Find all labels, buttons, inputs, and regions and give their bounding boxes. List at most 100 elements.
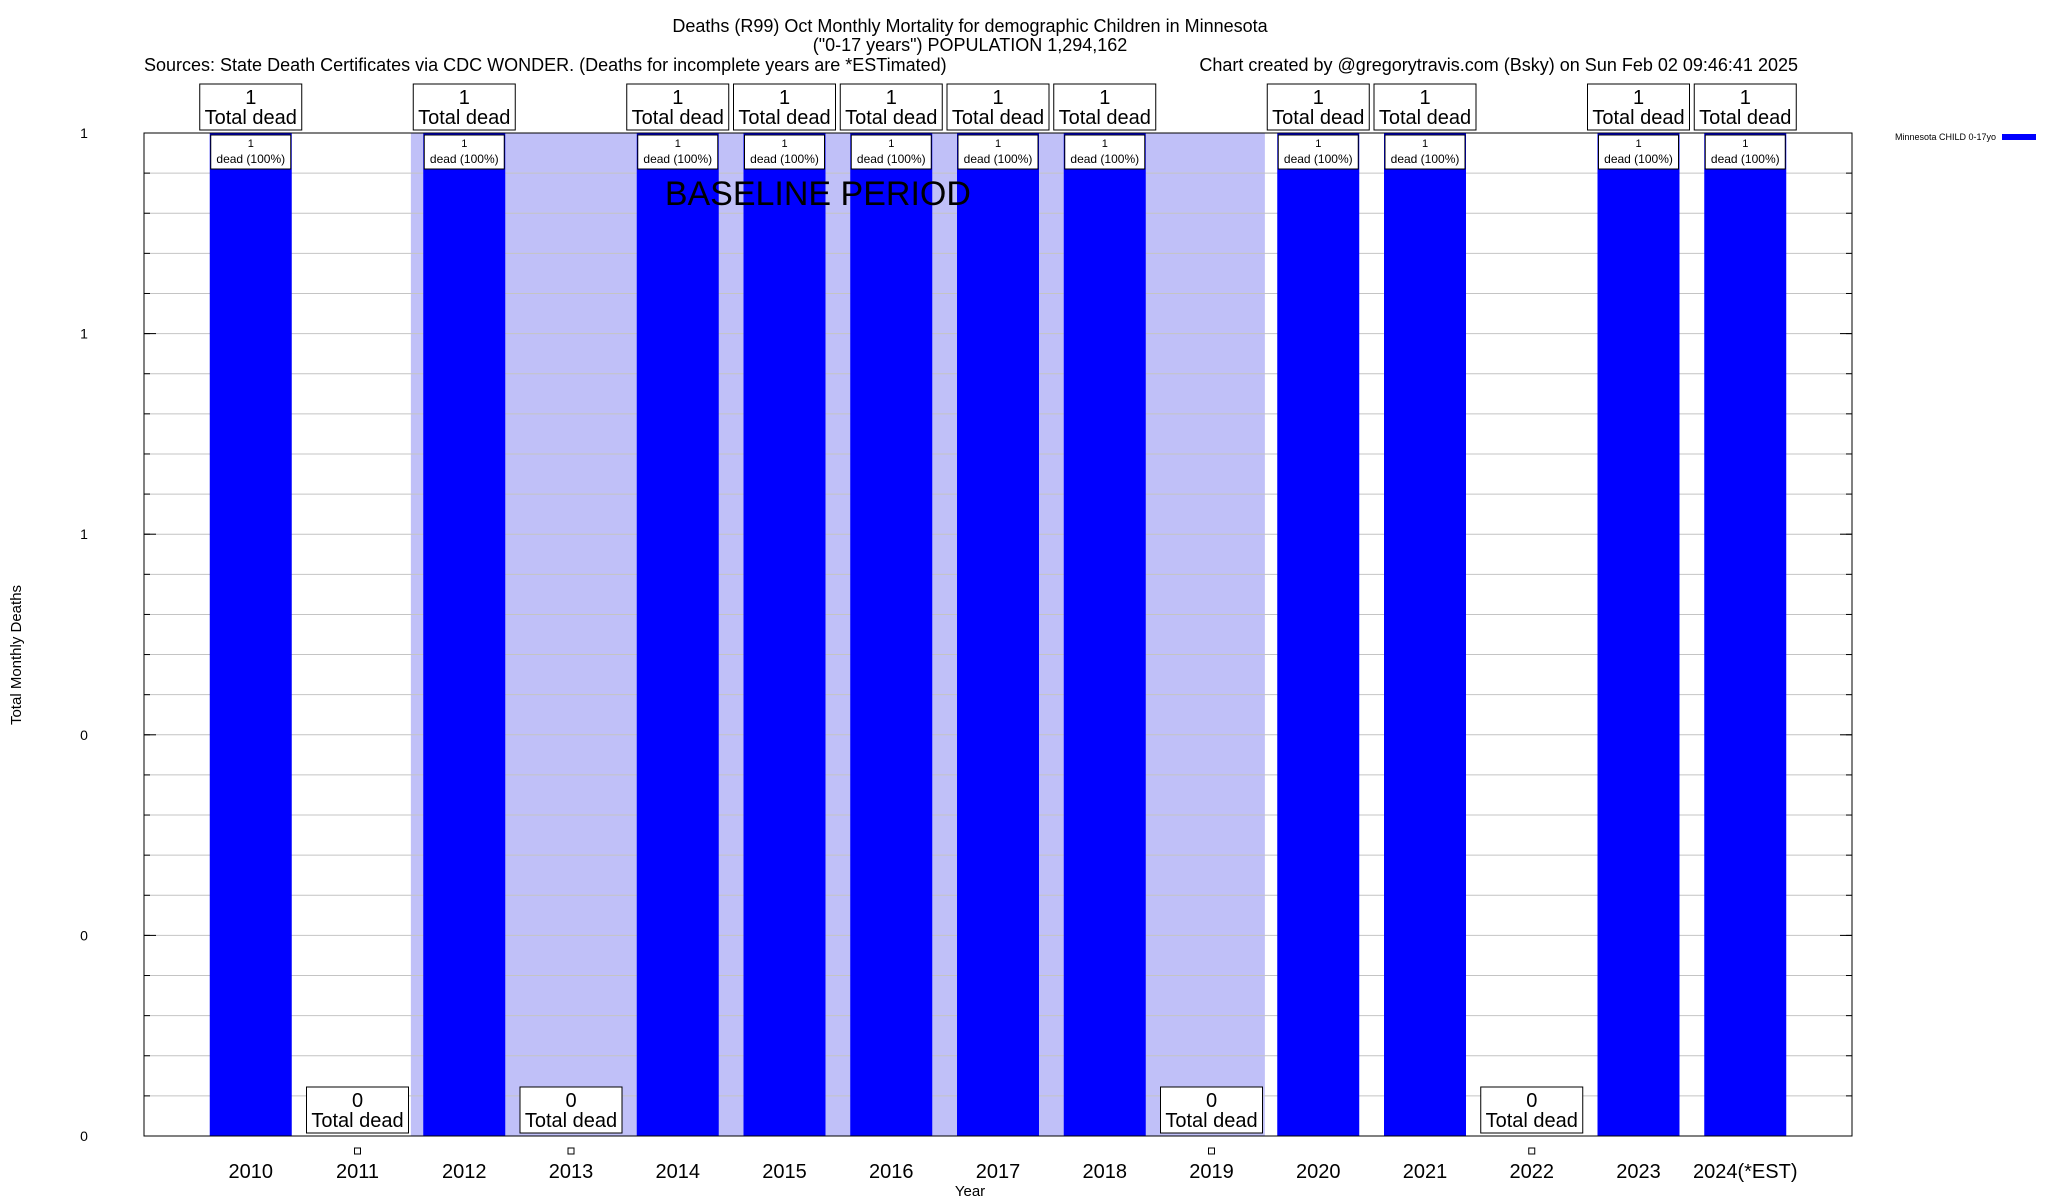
bar-value-box xyxy=(1064,134,1146,170)
x-tick-label: 2021 xyxy=(1403,1161,1448,1183)
y-tick-label: 1 xyxy=(80,125,88,141)
bar-2020 xyxy=(1277,133,1360,1136)
total-dead-label: Total dead xyxy=(632,107,724,129)
y-tick-label: 0 xyxy=(80,927,88,943)
x-tick-label: 2015 xyxy=(762,1161,807,1183)
zero-marker xyxy=(567,1147,575,1155)
total-dead-label: Total dead xyxy=(1379,107,1471,129)
total-dead-label: Total dead xyxy=(1486,1110,1578,1132)
total-dead-box xyxy=(626,83,730,131)
bar-2021 xyxy=(1384,133,1466,1136)
x-tick-label: 2018 xyxy=(1083,1161,1128,1183)
bar-value-box xyxy=(637,134,719,170)
chart-subtitle: ("0-17 years") POPULATION 1,294,162 xyxy=(813,35,1128,55)
bar-value-count: 1 xyxy=(461,138,467,150)
axis-ticks: 0 0 0 1 1 1 xyxy=(80,125,1852,1144)
total-dead-box xyxy=(946,83,1050,131)
total-dead-label: Total dead xyxy=(1699,107,1791,129)
bar-value-percent: dead (100%) xyxy=(1604,152,1673,166)
bar-2012 xyxy=(423,133,506,1136)
bar-value-count: 1 xyxy=(1422,138,1428,150)
chart-credit: Chart created by @gregorytravis.com (Bsk… xyxy=(1199,55,1798,75)
bar-value-box xyxy=(1704,134,1786,170)
legend-swatch xyxy=(2002,134,2036,140)
bar-value-box xyxy=(1598,134,1679,170)
total-dead-value: 1 xyxy=(672,87,683,109)
total-dead-value: 0 xyxy=(1206,1090,1217,1112)
plot-frame xyxy=(143,132,1853,1137)
x-tick-label: 2019 xyxy=(1189,1161,1234,1183)
bar-value-count: 1 xyxy=(781,138,787,150)
bar-value-percent: dead (100%) xyxy=(430,152,499,166)
total-dead-label: Total dead xyxy=(311,1110,403,1132)
total-dead-label: Total dead xyxy=(525,1110,617,1132)
x-tick-label: 2024(*EST) xyxy=(1693,1161,1798,1183)
bar-2023 xyxy=(1597,133,1680,1136)
total-dead-box xyxy=(1053,83,1157,131)
total-dead-box xyxy=(412,83,516,131)
total-dead-value: 1 xyxy=(245,87,256,109)
legend: Minnesota CHILD 0-17yo xyxy=(1895,132,2036,142)
bar-value-percent: dead (100%) xyxy=(643,152,712,166)
total-dead-label: Total dead xyxy=(952,107,1044,129)
total-dead-value: 1 xyxy=(1419,87,1430,109)
total-dead-box xyxy=(306,1086,409,1134)
bar-2010 xyxy=(209,133,292,1136)
x-tick-label: 2013 xyxy=(549,1161,594,1183)
total-dead-value: 0 xyxy=(565,1090,576,1112)
x-tick-label: 2022 xyxy=(1510,1161,1555,1183)
total-dead-label: Total dead xyxy=(845,107,937,129)
bar-value-percent: dead (100%) xyxy=(216,152,285,166)
y-tick-label: 1 xyxy=(80,326,88,342)
bar-2016 xyxy=(850,133,933,1136)
total-dead-label: Total dead xyxy=(418,107,510,129)
bar-value-percent: dead (100%) xyxy=(1070,152,1139,166)
bar-value-box xyxy=(210,134,292,170)
x-tick-label: 2016 xyxy=(869,1161,914,1183)
bar-value-count: 1 xyxy=(1742,138,1748,150)
x-tick-label: 2020 xyxy=(1296,1161,1341,1183)
bar-value-box xyxy=(744,134,825,170)
total-dead-value: 1 xyxy=(459,87,470,109)
y-tick-label: 0 xyxy=(80,727,88,743)
total-dead-value: 1 xyxy=(1633,87,1644,109)
x-tick-label: 2023 xyxy=(1616,1161,1661,1183)
zero-marker xyxy=(1528,1147,1536,1155)
total-dead-box xyxy=(839,83,943,131)
bar-value-percent: dead (100%) xyxy=(964,152,1033,166)
bar-value-box xyxy=(423,134,505,170)
x-tick-label: 2010 xyxy=(229,1161,274,1183)
total-dead-label: Total dead xyxy=(205,107,297,129)
bar-value-percent: dead (100%) xyxy=(1391,152,1460,166)
chart-title: Deaths (R99) Oct Monthly Mortality for d… xyxy=(672,16,1268,36)
bar-value-percent: dead (100%) xyxy=(750,152,819,166)
total-dead-box xyxy=(1480,1086,1584,1134)
x-axis-label: Year xyxy=(955,1183,985,1200)
total-dead-label: Total dead xyxy=(738,107,830,129)
total-dead-value: 1 xyxy=(1740,87,1751,109)
bar-value-percent: dead (100%) xyxy=(1284,152,1353,166)
zero-marker xyxy=(354,1147,361,1155)
total-dead-box xyxy=(1266,83,1370,131)
zero-marker xyxy=(1208,1147,1215,1155)
total-dead-value: 1 xyxy=(1313,87,1324,109)
bar-value-count: 1 xyxy=(1635,138,1641,150)
bar-value-percent: dead (100%) xyxy=(1711,152,1780,166)
bar-value-percent: dead (100%) xyxy=(857,152,926,166)
y-tick-label: 0 xyxy=(80,1128,88,1144)
total-dead-value: 0 xyxy=(1526,1090,1537,1112)
x-tick-label: 2012 xyxy=(442,1161,487,1183)
total-dead-box xyxy=(519,1086,623,1134)
total-dead-label: Total dead xyxy=(1272,107,1364,129)
total-dead-value: 1 xyxy=(1099,87,1110,109)
total-dead-box xyxy=(1373,83,1477,131)
total-dead-box xyxy=(1693,83,1797,131)
bar-value-count: 1 xyxy=(1102,138,1108,150)
bar-value-count: 1 xyxy=(995,138,1001,150)
total-dead-value: 1 xyxy=(779,87,790,109)
bar-2014 xyxy=(636,133,719,1136)
bar-value-count: 1 xyxy=(248,138,254,150)
total-dead-label: Total dead xyxy=(1165,1110,1257,1132)
